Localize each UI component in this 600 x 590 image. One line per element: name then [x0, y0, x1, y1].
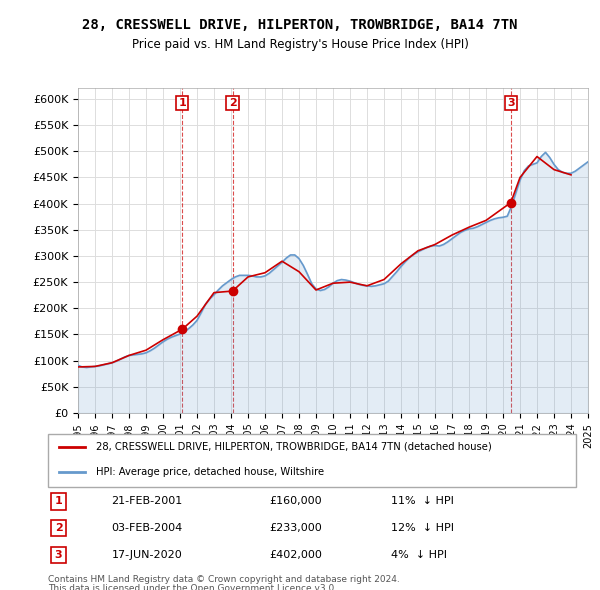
Text: £402,000: £402,000: [270, 550, 323, 560]
Text: 21-FEB-2001: 21-FEB-2001: [112, 496, 182, 506]
FancyBboxPatch shape: [48, 434, 576, 487]
Text: This data is licensed under the Open Government Licence v3.0.: This data is licensed under the Open Gov…: [48, 584, 337, 590]
Text: 2: 2: [55, 523, 62, 533]
Text: 11%  ↓ HPI: 11% ↓ HPI: [391, 496, 454, 506]
Text: 12%  ↓ HPI: 12% ↓ HPI: [391, 523, 454, 533]
Text: 1: 1: [55, 496, 62, 506]
Text: Price paid vs. HM Land Registry's House Price Index (HPI): Price paid vs. HM Land Registry's House …: [131, 38, 469, 51]
Text: 2: 2: [229, 98, 236, 108]
Text: 17-JUN-2020: 17-JUN-2020: [112, 550, 182, 560]
Text: 3: 3: [507, 98, 515, 108]
Text: £233,000: £233,000: [270, 523, 323, 533]
Text: 1: 1: [178, 98, 186, 108]
Text: HPI: Average price, detached house, Wiltshire: HPI: Average price, detached house, Wilt…: [95, 467, 323, 477]
Text: £160,000: £160,000: [270, 496, 322, 506]
Text: 28, CRESSWELL DRIVE, HILPERTON, TROWBRIDGE, BA14 7TN (detached house): 28, CRESSWELL DRIVE, HILPERTON, TROWBRID…: [95, 442, 491, 452]
Text: 4%  ↓ HPI: 4% ↓ HPI: [391, 550, 447, 560]
Text: 28, CRESSWELL DRIVE, HILPERTON, TROWBRIDGE, BA14 7TN: 28, CRESSWELL DRIVE, HILPERTON, TROWBRID…: [82, 18, 518, 32]
Text: 03-FEB-2004: 03-FEB-2004: [112, 523, 182, 533]
Text: 3: 3: [55, 550, 62, 560]
Text: Contains HM Land Registry data © Crown copyright and database right 2024.: Contains HM Land Registry data © Crown c…: [48, 575, 400, 584]
